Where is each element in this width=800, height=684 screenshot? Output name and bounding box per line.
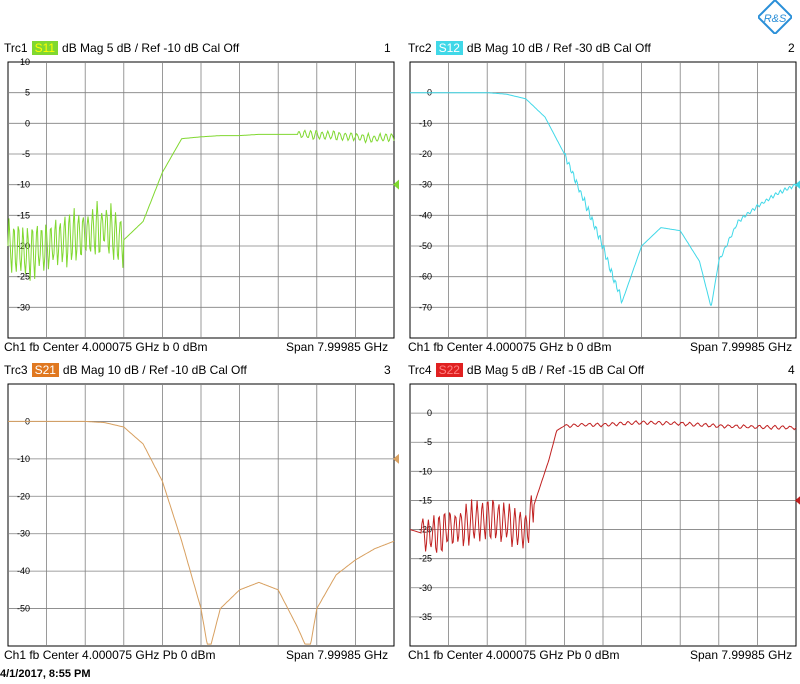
trace-name: Trc3 (4, 363, 28, 377)
y-tick-label: -15 (17, 210, 30, 220)
timestamp: 4/1/2017, 8:55 PM (0, 668, 91, 680)
trace-header: Trc3 S21 dB Mag 10 dB / Ref -10 dB Cal Off (4, 363, 247, 377)
trace-header: Trc4 S22 dB Mag 5 dB / Ref -15 dB Cal Off (408, 363, 644, 377)
trace-param-badge[interactable]: S22 (435, 363, 463, 377)
y-tick-label: -25 (419, 554, 432, 564)
y-tick-label: 5 (25, 88, 30, 98)
footer-span: Span 7.99985 GHz (690, 648, 793, 662)
y-tick-label: -5 (22, 149, 30, 159)
trace-line-s11 (7, 129, 395, 281)
trace-settings: dB Mag 5 dB / Ref -10 dB Cal Off (62, 41, 240, 55)
trace-name: Trc4 (408, 363, 432, 377)
y-tick-label: 10 (20, 57, 30, 67)
y-tick-label: -30 (419, 180, 432, 190)
y-tick-label: -5 (424, 437, 432, 447)
reference-marker[interactable] (795, 495, 800, 505)
footer-span: Span 7.99985 GHz (690, 340, 793, 354)
trace-number: 1 (384, 41, 391, 55)
y-tick-label: -20 (419, 149, 432, 159)
y-tick-label: -20 (419, 525, 432, 535)
reference-marker[interactable] (393, 453, 399, 464)
footer-channel-info: Ch1 fb Center 4.000075 GHz Pb 0 dBm (408, 648, 620, 662)
footer-span: Span 7.99985 GHz (286, 648, 389, 662)
y-tick-label: -25 (17, 272, 30, 282)
footer-channel-info: Ch1 fb Center 4.000075 GHz b 0 dBm (408, 340, 612, 354)
reference-marker[interactable] (393, 179, 399, 190)
trace-name: Trc1 (4, 41, 28, 55)
trace-line-s12 (410, 92, 797, 306)
y-tick-label: 0 (25, 118, 30, 128)
panel-trc4: 0 -5 -10 -15 -20 -25 -30 -35 (409, 383, 800, 647)
y-tick-label: -10 (17, 454, 30, 464)
logo: R&S (756, 0, 794, 36)
y-tick-label: -15 (419, 495, 432, 505)
y-tick-label: -10 (419, 118, 432, 128)
y-tick-label: -30 (17, 529, 30, 539)
footer-channel-info: Ch1 fb Center 4.000075 GHz Pb 0 dBm (4, 648, 216, 662)
y-tick-label: -60 (419, 272, 432, 282)
y-tick-label: -35 (419, 612, 432, 622)
trace-header: Trc1 S11 dB Mag 5 dB / Ref -10 dB Cal Off (4, 41, 239, 55)
y-tick-label: -30 (419, 583, 432, 593)
trace-line-s22 (409, 420, 797, 553)
trace-settings: dB Mag 10 dB / Ref -30 dB Cal Off (466, 41, 651, 55)
trace-settings: dB Mag 10 dB / Ref -10 dB Cal Off (62, 363, 247, 377)
trace-line-s21 (8, 420, 395, 645)
y-tick-label: -30 (17, 302, 30, 312)
footer-channel-info: Ch1 fb Center 4.000075 GHz b 0 dBm (4, 340, 208, 354)
trace-param-badge[interactable]: S21 (31, 363, 59, 377)
y-tick-label: 0 (427, 408, 432, 418)
trace-name: Trc2 (408, 41, 432, 55)
trace-param-badge[interactable]: S12 (435, 41, 463, 55)
reference-marker[interactable] (795, 180, 800, 190)
y-tick-label: -40 (419, 210, 432, 220)
y-tick-label: -50 (419, 241, 432, 251)
y-tick-label: -10 (17, 180, 30, 190)
y-tick-label: -10 (419, 466, 432, 476)
panel-trc2: 0-10-20-30-40-50-60-70 (409, 61, 800, 339)
y-tick-label: -70 (419, 302, 432, 312)
trace-number: 4 (788, 363, 795, 377)
trace-number: 3 (384, 363, 391, 377)
y-tick-label: -40 (17, 566, 30, 576)
footer-span: Span 7.99985 GHz (286, 340, 389, 354)
panel-trc3: 0-10-20-30-40-50 (7, 383, 399, 647)
svg-text:R&S: R&S (764, 13, 787, 25)
y-tick-label: -50 (17, 604, 30, 614)
trace-settings: dB Mag 5 dB / Ref -15 dB Cal Off (466, 363, 645, 377)
y-tick-label: -20 (17, 491, 30, 501)
trace-param-badge[interactable]: S11 (31, 41, 59, 55)
trace-number: 2 (788, 41, 795, 55)
trace-header: Trc2 S12 dB Mag 10 dB / Ref -30 dB Cal Off (408, 41, 651, 55)
